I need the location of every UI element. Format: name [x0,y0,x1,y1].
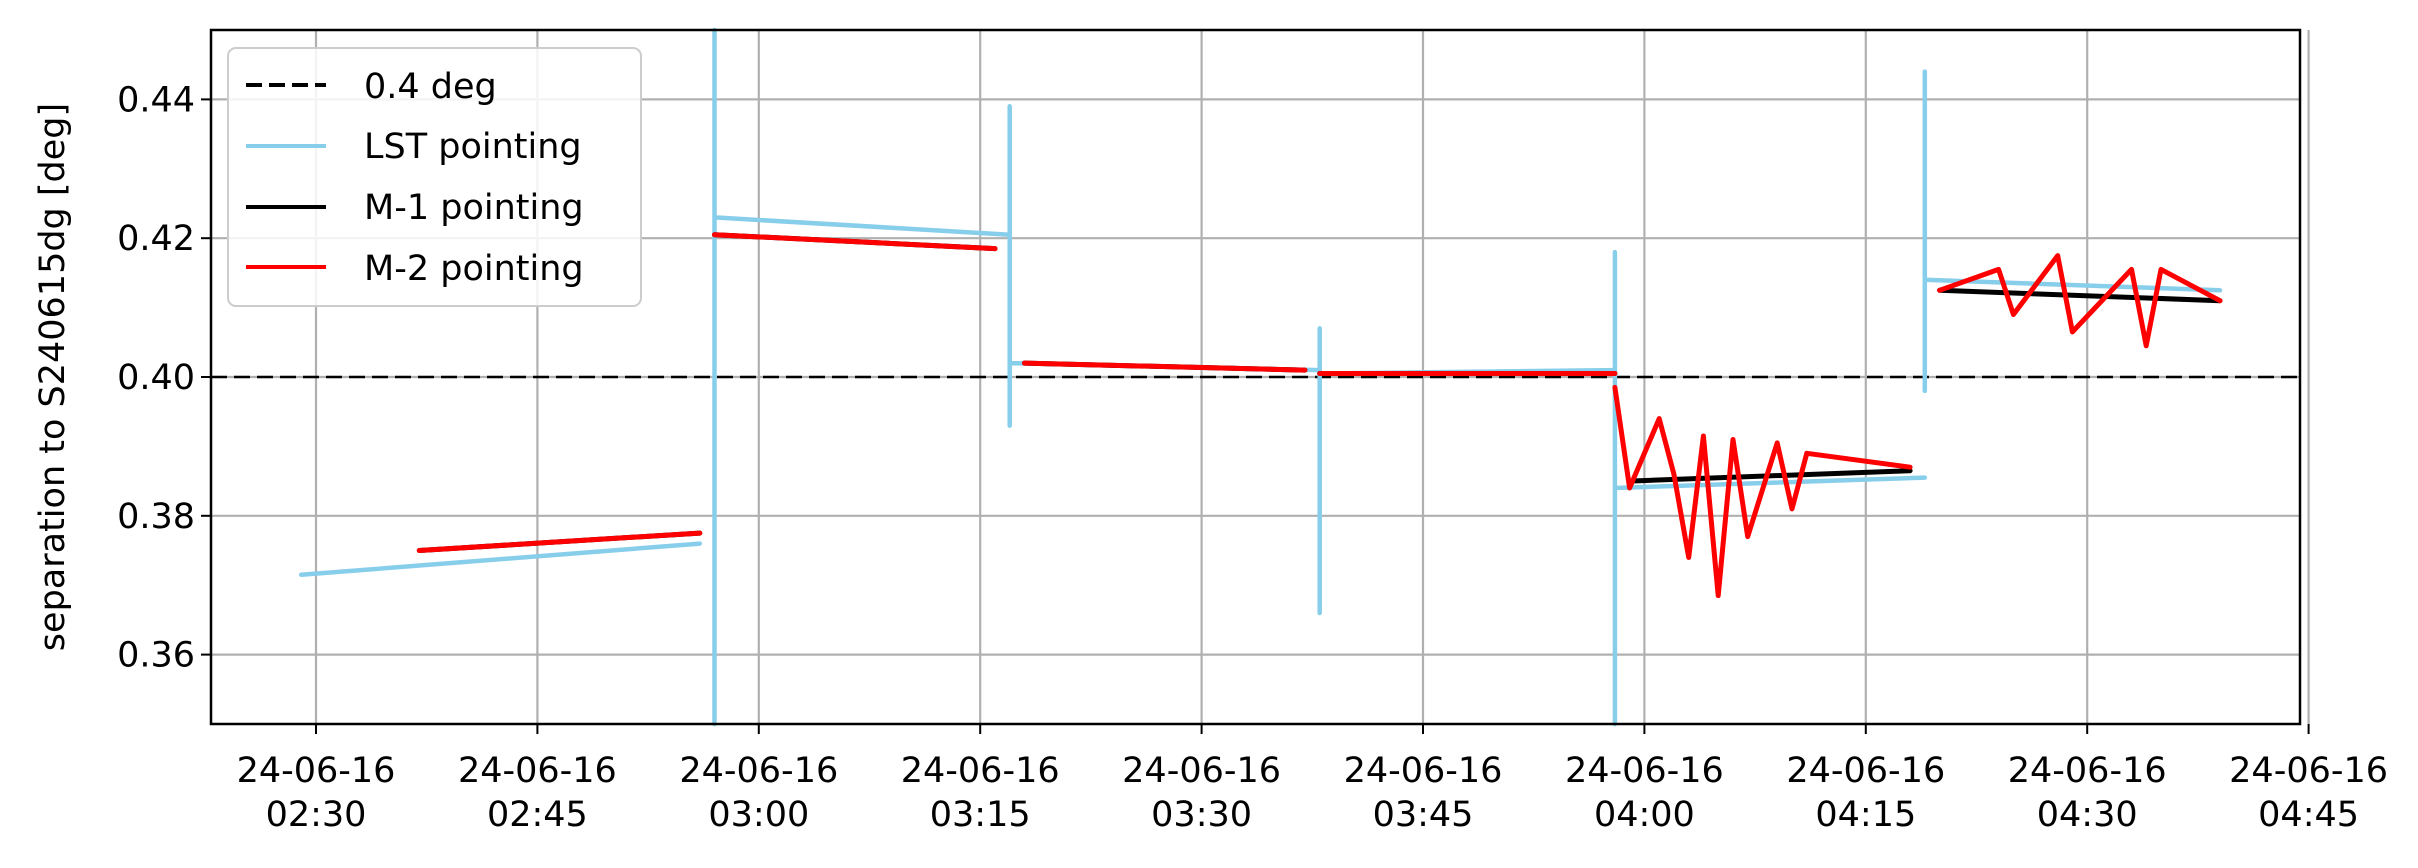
series-line-m-2-pointing [712,232,998,252]
x-tick-label-time: 03:45 [1373,795,1474,835]
x-tick-label-time: 04:15 [1815,795,1916,835]
y-tick-label: 0.40 [117,358,195,398]
y-tick-label: 0.36 [117,636,195,676]
x-tick-label-date: 24-06-16 [1344,751,1503,791]
y-axis-ticks: 0.36 0.38 0.40 0.42 0.44 [117,80,211,676]
x-tick-label-time: 04:00 [1594,795,1695,835]
series-line-lst-pointing [712,27,1012,727]
legend-label-m2-pointing: M-2 pointing [364,249,584,289]
x-tick-label-date: 24-06-16 [1122,751,1281,791]
x-tick-label-date: 24-06-16 [1786,751,1945,791]
legend-label-m1-pointing: M-1 pointing [364,188,584,228]
series-line-m-2-pointing [1937,253,2223,349]
y-tick-label: 0.44 [117,80,195,120]
series-line-m-1-pointing [1937,287,2223,304]
x-tick-label-date: 24-06-16 [679,751,838,791]
x-tick-label-date: 24-06-16 [1565,751,1724,791]
series-line-m-2-pointing [1022,360,1308,373]
legend: 0.4 deg LST pointing M-1 pointing M-2 po… [227,47,642,307]
series-m-2-pointing [416,232,2223,599]
x-axis-ticks: 24-06-1602:3024-06-1602:4524-06-1603:002… [237,724,2388,835]
legend-box [227,47,642,307]
series-line-m-2-pointing [416,530,703,553]
x-tick-label-time: 04:30 [2037,795,2138,835]
legend-label-0.4-deg: 0.4 deg [364,67,497,107]
grid-lines [211,30,2310,724]
y-tick-label: 0.38 [117,497,195,537]
series-line-lst-pointing [298,541,703,578]
x-tick-label-date: 24-06-16 [237,751,396,791]
x-tick-label-time: 02:30 [266,795,367,835]
x-tick-label-time: 04:45 [2258,795,2359,835]
series-line-lst-pointing [1922,69,2223,394]
x-tick-label-date: 24-06-16 [2008,751,2167,791]
series-layer [298,27,2223,727]
series-line-m-2-pointing [1612,384,1913,599]
x-tick-label-time: 03:15 [930,795,1031,835]
x-tick-label-time: 02:45 [487,795,588,835]
y-tick-label: 0.42 [117,219,195,259]
x-tick-label-date: 24-06-16 [901,751,1060,791]
x-tick-label-time: 03:30 [1151,795,1252,835]
series-line-lst-pointing [1612,249,1928,727]
x-tick-label-date: 24-06-16 [458,751,617,791]
x-tick-label-time: 03:00 [708,795,809,835]
legend-label-lst-pointing: LST pointing [364,127,582,167]
x-tick-label-date: 24-06-16 [2229,751,2388,791]
y-axis-label: separation to S240615dg [deg] [33,103,73,651]
